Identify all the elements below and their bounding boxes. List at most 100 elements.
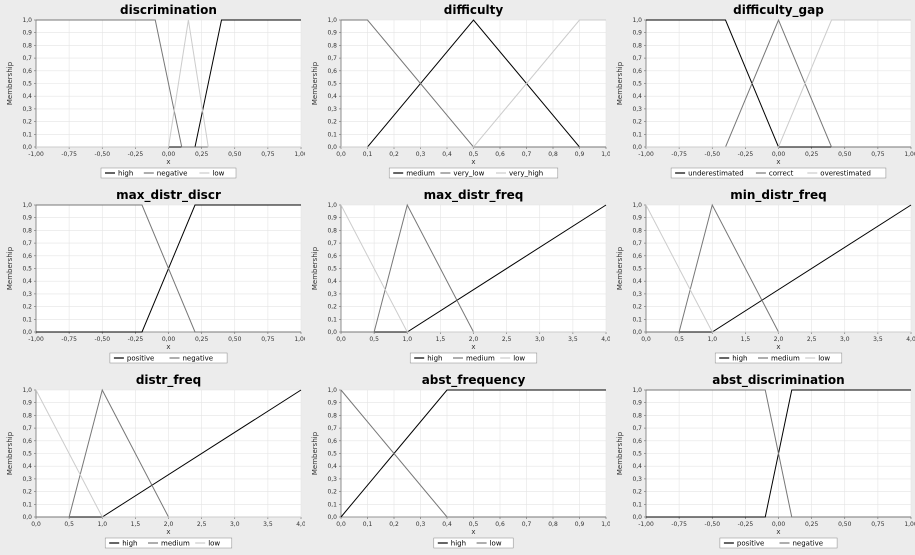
legend: positive negative [109, 352, 228, 364]
chart-panel-max_distr_discr: max_distr_discr 0,0 0,1 0,2 0,3 0,4 0,5 0,6 0,7 0… [0, 185, 305, 370]
legend-label: medium [406, 170, 435, 178]
x-tick-label: 0,0 [336, 521, 346, 528]
legend-label: negative [157, 170, 188, 178]
x-tick-label: 0,9 [575, 521, 585, 528]
x-axis-label: x [776, 158, 780, 166]
x-tick-label: 1,5 [741, 336, 751, 343]
y-tick-label: 0,1 [327, 131, 337, 138]
y-tick-label: 1,0 [327, 202, 337, 209]
x-tick-label: 0,5 [64, 521, 74, 528]
legend-label: medium [466, 355, 495, 363]
y-axis-label: Membership [6, 246, 14, 290]
y-tick-label: 0,7 [327, 240, 337, 247]
y-tick-label: 0,5 [632, 81, 642, 88]
chart-panel-difficulty_gap: difficulty_gap 0,0 0,1 0,2 0,3 0,4 0,5 0,6 0,7 0,… [610, 0, 915, 185]
x-tick-label: 0,5 [674, 336, 684, 343]
y-tick-label: 0,1 [327, 316, 337, 323]
y-tick-label: 0,0 [327, 514, 337, 521]
y-tick-label: 1,0 [632, 202, 642, 209]
legend: high negative low [100, 167, 237, 179]
legend-box [104, 537, 233, 549]
y-tick-label: 0,2 [632, 489, 642, 496]
x-tick-label: 0,50 [228, 151, 242, 158]
chart-title: abst_frequency [422, 373, 526, 388]
y-tick-label: 0,1 [632, 501, 642, 508]
chart-svg: max_distr_freq 0,0 0,1 0,2 0,3 0,4 0,5 0,6 0,7 0,… [311, 188, 610, 364]
y-axis-label: Membership [311, 61, 319, 105]
legend-label: high [451, 540, 466, 548]
y-tick-label: 0,5 [22, 451, 32, 458]
y-tick-label: 0,8 [22, 412, 32, 419]
x-tick-label: 0,75 [261, 151, 275, 158]
y-tick-label: 0,4 [327, 278, 337, 285]
y-tick-label: 0,9 [22, 400, 32, 407]
chart-title: max_distr_freq [424, 188, 524, 203]
y-tick-label: 0,4 [327, 463, 337, 470]
y-tick-label: 0,4 [22, 463, 32, 470]
series-line-low [340, 204, 606, 333]
x-tick-label: -0,25 [128, 336, 144, 343]
chart-svg: abst_frequency 0,0 0,1 0,2 0,3 0,4 0,5 0,6 0,7 0,… [311, 373, 610, 549]
x-tick-label: 1,0 [601, 151, 610, 158]
x-tick-label: 0,6 [495, 151, 505, 158]
chart-title: difficulty_gap [733, 3, 824, 18]
x-tick-label: 0,7 [522, 521, 532, 528]
legend-label: high [427, 355, 442, 363]
x-tick-label: 0,50 [838, 521, 852, 528]
x-tick-label: -0,75 [61, 336, 77, 343]
legend-box [409, 352, 538, 364]
legend: high low [433, 537, 514, 549]
y-tick-label: 0,9 [22, 30, 32, 37]
legend-label: low [490, 540, 502, 548]
y-tick-label: 0,2 [22, 119, 32, 126]
y-tick-label: 0,6 [327, 68, 337, 75]
chart-svg: max_distr_discr 0,0 0,1 0,2 0,3 0,4 0,5 0,6 0,7 0… [6, 188, 305, 364]
x-tick-label: 0,00 [162, 151, 176, 158]
y-tick-label: 1,0 [22, 202, 32, 209]
x-tick-label: 0,6 [495, 521, 505, 528]
legend-label: correct [769, 170, 794, 178]
x-axis-label: x [471, 528, 475, 536]
x-tick-label: -0,75 [671, 151, 687, 158]
legend-label: medium [161, 540, 190, 548]
y-tick-label: 0,6 [327, 253, 337, 260]
legend-label: negative [183, 355, 214, 363]
legend-box [388, 167, 559, 179]
y-tick-label: 0,3 [632, 291, 642, 298]
y-tick-label: 0,0 [22, 329, 32, 336]
y-tick-label: 0,3 [22, 106, 32, 113]
x-tick-label: 0,25 [195, 151, 209, 158]
x-tick-label: 0,3 [416, 151, 426, 158]
x-tick-label: 1,0 [707, 336, 717, 343]
y-tick-label: 0,3 [632, 476, 642, 483]
y-tick-label: 0,3 [327, 291, 337, 298]
x-tick-label: -0,25 [738, 521, 754, 528]
x-tick-label: 0,8 [548, 521, 558, 528]
y-tick-label: 0,2 [327, 489, 337, 496]
legend: high medium low [409, 352, 538, 364]
y-tick-label: 0,4 [22, 93, 32, 100]
y-tick-label: 0,5 [327, 81, 337, 88]
y-tick-label: 0,2 [22, 489, 32, 496]
series-line-very_high [341, 19, 606, 148]
series-line-low [36, 19, 301, 148]
x-tick-label: 0,0 [31, 521, 41, 528]
x-tick-label: 0,00 [772, 521, 786, 528]
x-tick-label: 0,0 [336, 336, 346, 343]
x-tick-label: 1,00 [904, 521, 915, 528]
y-tick-label: 1,0 [22, 17, 32, 24]
chart-panel-abst_discrimination: abst_discrimination 0,0 0,1 0,2 0,3 0,4 0,5 0,6… [610, 370, 915, 555]
x-tick-label: 0,9 [575, 151, 585, 158]
legend-label: underestimated [688, 170, 744, 178]
y-tick-label: 0,3 [22, 476, 32, 483]
x-tick-label: -0,50 [94, 336, 110, 343]
x-tick-label: 0,75 [871, 151, 885, 158]
chart-title: distr_freq [136, 373, 201, 388]
y-tick-label: 1,0 [22, 387, 32, 394]
x-tick-label: 0,25 [195, 336, 209, 343]
y-tick-label: 0,1 [327, 501, 337, 508]
y-tick-label: 0,5 [22, 81, 32, 88]
legend-box [670, 167, 887, 179]
y-axis-label: Membership [616, 246, 624, 290]
y-axis-label: Membership [311, 246, 319, 290]
